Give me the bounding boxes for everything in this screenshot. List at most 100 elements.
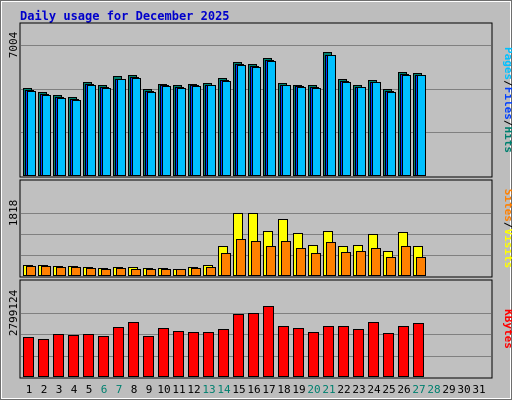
bar-pages-day-15	[237, 65, 246, 176]
x-tick-label-day-4: 4	[71, 383, 78, 396]
x-tick-label-day-5: 5	[86, 383, 93, 396]
bar-pages-day-9	[147, 92, 156, 176]
panel-hits-files-pages: 7004 Pages/Files/Hits	[7, 22, 512, 178]
bar-kbytes-day-1	[23, 337, 34, 377]
bar-kbytes-day-19	[293, 328, 304, 377]
x-tick-label-day-28: 28	[427, 383, 440, 396]
x-tick-label-day-18: 18	[277, 383, 290, 396]
bar-pages-day-14	[222, 81, 231, 176]
bar-pages-day-23	[357, 87, 366, 176]
bar-sites-day-17	[266, 246, 276, 276]
x-tick-label-day-26: 26	[397, 383, 410, 396]
legend-text-hits: Hits	[502, 127, 512, 154]
bar-pages-day-22	[342, 82, 351, 176]
bar-sites-day-22	[341, 252, 351, 276]
x-axis-day-labels: 1 2 3 4 5 6 7 8 9 10 11 12 13 14 15 16 17 18 19 20 21 22 23 24 2…	[26, 383, 486, 396]
legend-text-visits: Visits	[502, 229, 512, 269]
bar-pages-day-2	[42, 95, 51, 176]
bar-sites-day-26	[401, 246, 411, 276]
bar-pages-day-11	[177, 88, 186, 176]
bar-sites-day-15	[236, 239, 246, 276]
y-axis-legend-hits-files-pages: Pages/Files/Hits	[502, 47, 512, 153]
bar-kbytes-day-23	[353, 329, 364, 377]
legend-text-pages: Pages	[502, 47, 512, 80]
bar-kbytes-day-26	[398, 326, 409, 377]
bar-pages-day-12	[192, 86, 201, 176]
bar-pages-day-13	[207, 85, 216, 176]
bar-sites-day-3	[56, 267, 66, 276]
x-tick-label-day-22: 22	[337, 383, 350, 396]
y-axis-legend-kbytes: KBytes	[502, 309, 512, 349]
x-tick-label-day-9: 9	[146, 383, 153, 396]
panel-visits-sites: 1818 Sites/Visits	[7, 179, 512, 278]
bar-sites-day-23	[356, 251, 366, 276]
legend-text-separator: /	[502, 222, 512, 229]
x-tick-label-day-10: 10	[157, 383, 170, 396]
bar-kbytes-day-25	[383, 333, 394, 377]
x-tick-label-day-3: 3	[56, 383, 63, 396]
bar-sites-day-6	[101, 269, 111, 276]
x-tick-label-day-29: 29	[442, 383, 455, 396]
bar-kbytes-day-20	[308, 332, 319, 377]
bar-pages-day-20	[312, 88, 321, 176]
bars-visits-sites	[23, 213, 426, 276]
bar-sites-day-1	[26, 266, 36, 276]
bar-sites-day-24	[371, 248, 381, 276]
bar-kbytes-day-4	[68, 335, 79, 377]
x-tick-label-day-12: 12	[187, 383, 200, 396]
bar-sites-day-16	[251, 241, 261, 276]
x-tick-label-day-13: 13	[202, 383, 215, 396]
bar-kbytes-day-5	[83, 334, 94, 377]
bar-sites-day-14	[221, 253, 231, 276]
bar-sites-day-18	[281, 241, 291, 276]
legend-text-kbytes: KBytes	[502, 309, 512, 349]
bar-pages-day-7	[117, 79, 126, 176]
x-tick-label-day-30: 30	[457, 383, 470, 396]
bar-pages-day-3	[57, 98, 66, 176]
bar-kbytes-day-8	[128, 322, 139, 377]
x-tick-label-day-31: 31	[472, 383, 485, 396]
bars-hits-files-pages	[23, 52, 426, 176]
bar-kbytes-day-22	[338, 326, 349, 377]
bar-kbytes-day-24	[368, 322, 379, 377]
bar-pages-day-6	[102, 88, 111, 176]
bar-kbytes-day-13	[203, 332, 214, 377]
bar-sites-day-4	[71, 267, 81, 276]
bar-sites-day-12	[191, 268, 201, 276]
x-tick-label-day-8: 8	[131, 383, 138, 396]
x-tick-label-day-17: 17	[262, 383, 275, 396]
bar-pages-day-26	[402, 75, 411, 176]
x-tick-label-day-14: 14	[217, 383, 231, 396]
bar-kbytes-day-27	[413, 323, 424, 377]
chart-panels: 7004 Pages/Files/Hits 1818Sites/Visits2799…	[7, 22, 512, 379]
x-tick-label-day-15: 15	[232, 383, 245, 396]
panel-kbytes: 2799124 KBytes	[7, 279, 512, 379]
bars-kbytes	[23, 306, 424, 377]
bar-pages-day-25	[387, 92, 396, 176]
bar-sites-day-11	[176, 269, 186, 276]
x-tick-label-day-7: 7	[116, 383, 123, 396]
bar-kbytes-day-21	[323, 326, 334, 377]
bar-kbytes-day-18	[278, 326, 289, 377]
legend-text-separator: /	[502, 120, 512, 127]
bar-pages-day-4	[72, 100, 81, 176]
legend-text-separator: /	[502, 80, 512, 87]
bar-kbytes-day-17	[263, 306, 274, 377]
bar-pages-day-24	[372, 82, 381, 176]
y-max-label: 7004	[7, 31, 20, 58]
legend-text-sites: Sites	[502, 189, 512, 222]
bar-kbytes-day-15	[233, 314, 244, 377]
x-tick-label-day-19: 19	[292, 383, 305, 396]
x-tick-label-day-24: 24	[367, 383, 381, 396]
bar-sites-day-20	[311, 253, 321, 276]
bar-kbytes-day-9	[143, 336, 154, 377]
x-tick-label-day-25: 25	[382, 383, 395, 396]
bar-sites-day-25	[386, 257, 396, 276]
bar-sites-day-8	[131, 269, 141, 276]
x-tick-label-day-6: 6	[101, 383, 108, 396]
x-tick-label-day-2: 2	[41, 383, 48, 396]
bar-kbytes-day-11	[173, 331, 184, 377]
y-axis-legend-visits-sites: Sites/Visits	[502, 189, 512, 269]
bar-sites-day-9	[146, 269, 156, 276]
